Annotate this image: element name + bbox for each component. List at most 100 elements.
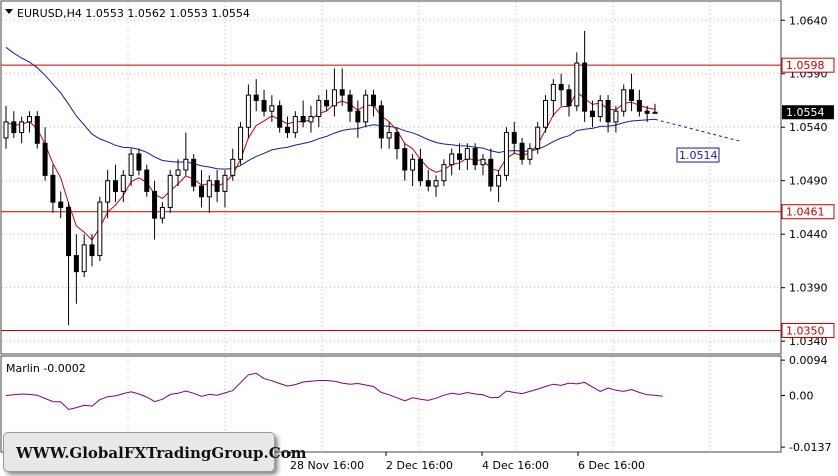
candle — [488, 148, 494, 192]
candle-body — [66, 206, 72, 257]
candle — [636, 89, 642, 117]
candle-body — [175, 169, 181, 176]
candle — [144, 164, 150, 197]
candle-body — [245, 94, 251, 128]
candle — [253, 79, 259, 112]
candle-body — [277, 105, 283, 128]
candle — [324, 89, 330, 112]
candle-body — [543, 99, 549, 128]
candle-body — [558, 83, 564, 91]
osc-tick-label: 0.0094 — [789, 354, 828, 367]
candle — [245, 84, 251, 138]
candle — [644, 105, 650, 122]
candle-body — [613, 110, 619, 123]
candle — [621, 84, 627, 117]
candle-body — [42, 142, 48, 176]
candle — [191, 153, 197, 192]
candle — [378, 100, 384, 149]
candle-body — [472, 148, 478, 166]
candle-body — [402, 148, 408, 171]
candle-body — [112, 180, 118, 192]
candle-body — [457, 153, 463, 160]
candle — [550, 79, 556, 117]
dropdown-triangle-icon — [5, 9, 13, 14]
candle — [441, 159, 447, 187]
candle-body — [511, 132, 517, 144]
candle — [230, 148, 236, 181]
osc-tick-label: 0.00 — [789, 390, 814, 403]
candle — [496, 170, 502, 203]
price-tick-label: 1.0340 — [789, 335, 828, 348]
candle-body — [644, 110, 650, 114]
candle-body — [198, 185, 204, 198]
candle — [3, 105, 9, 149]
candle-body — [464, 148, 470, 160]
current-price-box — [782, 105, 834, 120]
candle-body — [597, 99, 603, 118]
candle — [457, 143, 463, 171]
candle — [558, 73, 564, 106]
ma-label: 1.0514 — [679, 149, 718, 162]
ma-projection-line — [654, 118, 741, 142]
candle — [566, 84, 572, 117]
candle-body — [214, 180, 220, 192]
candle-body — [621, 89, 627, 112]
candle-body — [136, 153, 142, 171]
slow-moving-average-line — [5, 46, 656, 170]
candle — [183, 132, 189, 176]
candle — [402, 143, 408, 181]
candle-body — [371, 94, 377, 107]
marlin-oscillator-line — [5, 372, 663, 411]
candle — [152, 180, 158, 240]
candle-body — [222, 174, 228, 192]
candle-body — [535, 126, 541, 150]
candle — [89, 234, 95, 267]
candle-body — [324, 99, 330, 107]
candle — [511, 121, 517, 154]
candle — [433, 175, 439, 197]
candle — [19, 116, 25, 144]
candle-body — [167, 174, 173, 208]
candle — [73, 234, 79, 304]
candle — [300, 100, 306, 128]
oscillator-pane-border — [0, 355, 782, 453]
level-label: 1.0598 — [786, 59, 825, 72]
candle — [292, 111, 298, 138]
candle-body — [230, 158, 236, 176]
candle-body — [550, 83, 556, 101]
candle-body — [292, 116, 298, 134]
candle — [261, 89, 267, 117]
candle-body — [566, 89, 572, 107]
osc-tick-label: -0.0137 — [789, 441, 831, 454]
candle-body — [11, 121, 17, 134]
candle — [480, 153, 486, 176]
price-tick-label: 1.0490 — [789, 175, 828, 188]
candle-body — [81, 244, 87, 273]
time-label: 6 Dec 16:00 — [578, 459, 645, 472]
candle — [363, 89, 369, 128]
candle-body — [574, 62, 580, 107]
candle-body — [191, 158, 197, 187]
candle-body — [331, 89, 337, 107]
candle — [597, 95, 603, 122]
candle — [175, 159, 181, 187]
watermark: WWW.GlobalFXTradingGroup.Com — [3, 432, 307, 472]
candle-body — [441, 164, 447, 182]
candle-body — [589, 110, 595, 118]
candle — [105, 170, 111, 219]
candle-body — [73, 255, 79, 273]
candle — [425, 170, 431, 192]
candle-body — [386, 132, 392, 139]
candle — [417, 148, 423, 187]
candle-body — [253, 94, 259, 101]
level-label-box — [781, 57, 835, 73]
candle — [50, 164, 56, 213]
oscillator-label: Marlin -0.0002 — [6, 362, 86, 375]
candle — [472, 143, 478, 171]
current-price-label: 1.0554 — [786, 106, 825, 119]
time-label: 28 Nov 16:00 — [290, 459, 364, 472]
candle-body — [363, 94, 369, 123]
candle-body — [347, 94, 353, 112]
candle — [277, 100, 283, 133]
candle — [339, 68, 345, 106]
